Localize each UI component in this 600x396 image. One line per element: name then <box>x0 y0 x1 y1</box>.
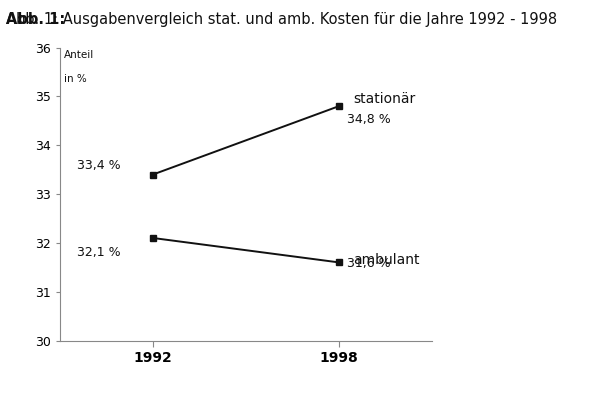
Text: 32,1 %: 32,1 % <box>77 246 120 259</box>
Text: Abb. 1: Ausgabenvergleich stat. und amb. Kosten für die Jahre 1992 - 1998: Abb. 1: Ausgabenvergleich stat. und amb.… <box>6 12 557 27</box>
Text: ambulant: ambulant <box>353 253 419 267</box>
Text: 33,4 %: 33,4 % <box>77 159 120 172</box>
Text: 31,6 %: 31,6 % <box>347 257 391 270</box>
Text: Anteil: Anteil <box>64 50 94 60</box>
Text: in %: in % <box>64 74 86 84</box>
Text: 34,8 %: 34,8 % <box>347 113 391 126</box>
Text: stationär: stationär <box>353 92 415 106</box>
Text: Abb. 1:: Abb. 1: <box>6 12 65 27</box>
